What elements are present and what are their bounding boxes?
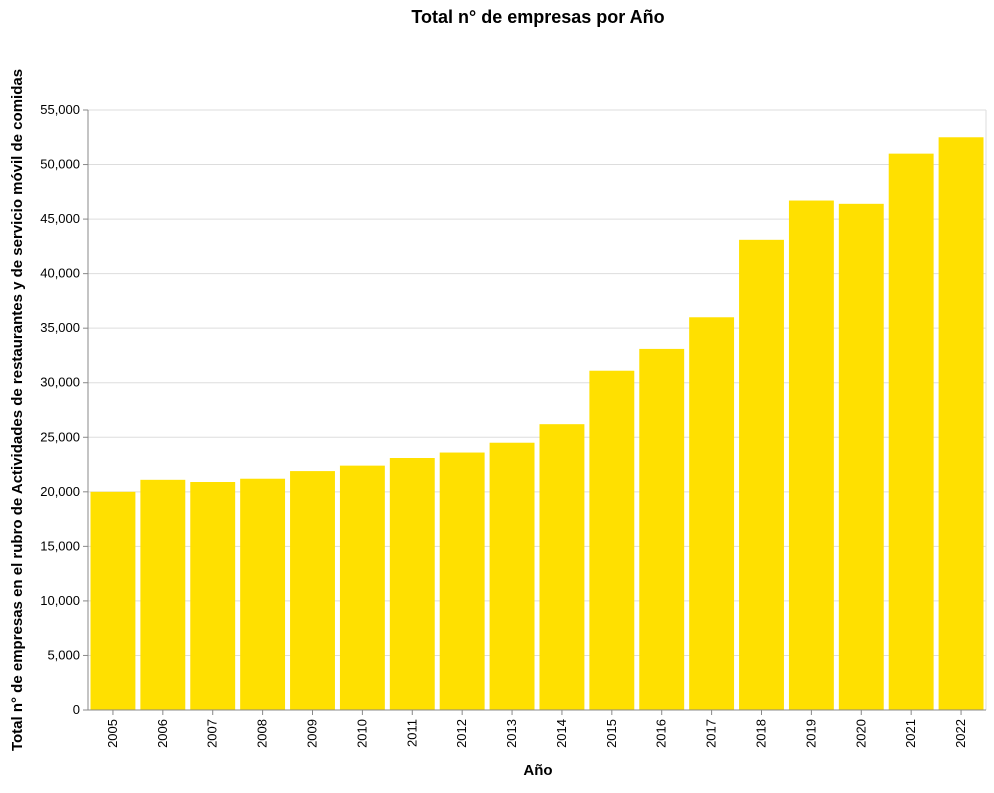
y-tick-label: 25,000 [40, 429, 80, 444]
y-tick-label: 45,000 [40, 211, 80, 226]
bar-2016 [639, 348, 685, 710]
chart-title: Total n° de empresas por Año [411, 7, 664, 27]
bar-2014 [539, 424, 585, 710]
bar-2015 [589, 370, 635, 710]
y-tick-label: 10,000 [40, 593, 80, 608]
y-tick-label: 15,000 [40, 538, 80, 553]
x-tick-label: 2018 [754, 719, 769, 748]
x-axis-title: Año [523, 762, 552, 779]
bar-2022 [938, 137, 984, 711]
bar-2018 [739, 239, 784, 710]
bar-2013 [489, 442, 535, 710]
bars [90, 137, 984, 711]
bar-2021 [888, 153, 934, 711]
x-tick-label: 2016 [654, 719, 669, 748]
x-tick-label: 2015 [604, 719, 619, 748]
x-tick-label: 2022 [953, 719, 968, 748]
x-tick-label: 2005 [105, 719, 120, 748]
x-tick-label: 2013 [504, 719, 519, 748]
x-tick-label: 2009 [305, 719, 320, 748]
y-tick-label: 20,000 [40, 484, 80, 499]
x-tick-label: 2020 [853, 719, 868, 748]
bar-2010 [339, 465, 385, 710]
gridlines [88, 109, 986, 711]
axes: 0 5,000 10,000 15,000 20,000 25,000 30,000 35,0… [40, 102, 987, 748]
x-tick-label: 2014 [554, 719, 569, 748]
x-tick-label: 2010 [354, 719, 369, 748]
y-tick-label: 55,000 [40, 102, 80, 117]
y-tick-label: 40,000 [40, 266, 80, 281]
bar-2020 [838, 203, 884, 710]
bar-2009 [290, 471, 335, 710]
y-tick-label: 30,000 [40, 375, 80, 390]
y-axis-title: Total n° de empresas en el rubro de Acti… [9, 69, 26, 751]
bar-2007 [190, 482, 236, 710]
bar-2019 [788, 200, 834, 710]
x-tick-label: 2007 [205, 719, 220, 748]
x-tick-label: 2008 [255, 719, 270, 748]
x-tick-label: 2021 [903, 719, 918, 748]
x-tick-label: 2012 [454, 719, 469, 748]
y-tick-label: 5,000 [47, 647, 80, 662]
x-tick-label: 2017 [704, 719, 719, 748]
bar-2005 [90, 491, 136, 710]
bar-2008 [240, 478, 286, 710]
y-tick-label: 35,000 [40, 320, 80, 335]
y-tick-label: 50,000 [40, 157, 80, 172]
bar-2012 [439, 452, 485, 710]
x-tick-label: 2006 [155, 719, 170, 748]
x-tick-label: 2019 [803, 719, 818, 748]
bar-2017 [689, 317, 735, 710]
bar-2011 [389, 458, 435, 710]
bar-2006 [140, 479, 186, 710]
x-tick-label: 2011 [404, 719, 419, 747]
y-tick-label: 0 [73, 702, 80, 717]
